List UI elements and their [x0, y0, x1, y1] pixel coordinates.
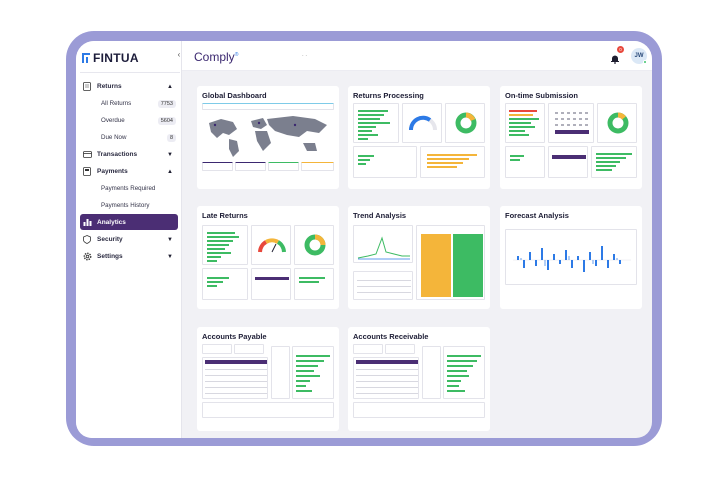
accounts-receivable-thumbnail — [353, 344, 485, 424]
chevron-down-icon[interactable]: ▼ — [167, 236, 173, 243]
document-icon — [82, 82, 92, 92]
chevron-left-icon[interactable]: ‹ — [177, 50, 181, 59]
sidebar-item-returns[interactable]: Returns ▲ — [80, 79, 178, 94]
card-title: Trend Analysis — [353, 211, 407, 220]
topbar-dots: . . — [302, 52, 308, 58]
card-global-dashboard[interactable]: Global Dashboard — [197, 86, 339, 189]
sidebar-subitem-label: Payments Required — [101, 185, 156, 192]
sidebar-item-label: Security — [97, 236, 123, 243]
divider — [80, 72, 180, 73]
card-forecast-analysis[interactable]: Forecast Analysis — [500, 206, 642, 309]
online-status-dot — [643, 60, 647, 64]
chevron-down-icon[interactable]: ▼ — [167, 151, 173, 158]
logo-text: FINTUA — [93, 51, 139, 65]
sidebar-item-label: Settings — [97, 253, 123, 260]
shield-icon — [82, 235, 92, 245]
sidebar-subitem-all-returns[interactable]: All Returns 7753 — [101, 96, 178, 111]
global-dashboard-thumbnail — [202, 103, 334, 183]
sidebar-subitem-payments-required[interactable]: Payments Required — [101, 181, 178, 196]
card-title: Forecast Analysis — [505, 211, 569, 220]
card-title: Returns Processing — [353, 91, 424, 100]
late-returns-thumbnail — [202, 223, 334, 303]
sidebar-item-label: Returns — [97, 83, 122, 90]
sidebar-subitem-label: Due Now — [101, 134, 127, 141]
returns-processing-thumbnail — [353, 103, 485, 183]
sidebar-subitem-due-now[interactable]: Due Now 8 — [101, 130, 178, 145]
topbar: ‹ Comply® . . 0 JW — [178, 41, 652, 71]
accounts-payable-thumbnail — [202, 344, 334, 424]
card-title: Accounts Payable — [202, 332, 267, 341]
sidebar-item-label: Payments — [97, 168, 128, 175]
trend-analysis-thumbnail — [353, 223, 485, 303]
sidebar-item-payments[interactable]: Payments ▲ — [80, 164, 178, 179]
chevron-up-icon[interactable]: ▲ — [167, 168, 173, 175]
app-screen: FINTUA Returns ▲ All Returns 7753 Overdu… — [76, 41, 652, 438]
sidebar-item-settings[interactable]: Settings ▼ — [80, 249, 178, 264]
card-title: On-time Submission — [505, 91, 578, 100]
sidebar-item-label: Transactions — [97, 151, 138, 158]
bar-chart-icon — [82, 217, 92, 227]
on-time-submission-thumbnail — [505, 103, 637, 183]
sidebar-subitem-label: All Returns — [101, 100, 132, 107]
payment-icon — [82, 167, 92, 177]
card-accounts-payable[interactable]: Accounts Payable — [197, 327, 339, 431]
brand-text: Comply — [194, 50, 235, 64]
card-accounts-receivable[interactable]: Accounts Receivable — [348, 327, 490, 431]
card-title: Global Dashboard — [202, 91, 267, 100]
card-icon — [82, 150, 92, 160]
brand-name: Comply® — [194, 50, 238, 64]
sidebar-item-transactions[interactable]: Transactions ▼ — [80, 147, 178, 162]
card-returns-processing[interactable]: Returns Processing — [348, 86, 490, 189]
logo[interactable]: FINTUA — [82, 51, 139, 65]
card-on-time-submission[interactable]: On-time Submission — [500, 86, 642, 189]
sidebar: FINTUA Returns ▲ All Returns 7753 Overdu… — [76, 41, 182, 438]
sidebar-item-security[interactable]: Security ▼ — [80, 232, 178, 247]
sidebar-item-label: Analytics — [97, 218, 126, 226]
sidebar-subitem-payments-history[interactable]: Payments History — [101, 198, 178, 213]
logo-mark-icon — [82, 53, 90, 63]
chevron-up-icon[interactable]: ▲ — [167, 83, 173, 90]
bell-icon[interactable] — [610, 51, 620, 64]
card-trend-analysis[interactable]: Trend Analysis — [348, 206, 490, 309]
sidebar-subitem-label: Payments History — [101, 202, 150, 209]
sidebar-subitem-label: Overdue — [101, 117, 125, 124]
sidebar-subitem-overdue[interactable]: Overdue 5604 — [101, 113, 178, 128]
count-badge: 8 — [166, 133, 176, 142]
brand-mark: ® — [234, 52, 239, 58]
chevron-down-icon[interactable]: ▼ — [167, 253, 173, 260]
card-title: Late Returns — [202, 211, 248, 220]
count-badge: 7753 — [157, 99, 176, 108]
sidebar-item-analytics[interactable]: Analytics — [80, 214, 178, 230]
forecast-analysis-thumbnail — [505, 223, 637, 303]
card-title: Accounts Receivable — [353, 332, 429, 341]
gear-icon — [82, 252, 92, 262]
card-late-returns[interactable]: Late Returns — [197, 206, 339, 309]
count-badge: 5604 — [157, 116, 176, 125]
notification-badge: 0 — [617, 46, 624, 53]
